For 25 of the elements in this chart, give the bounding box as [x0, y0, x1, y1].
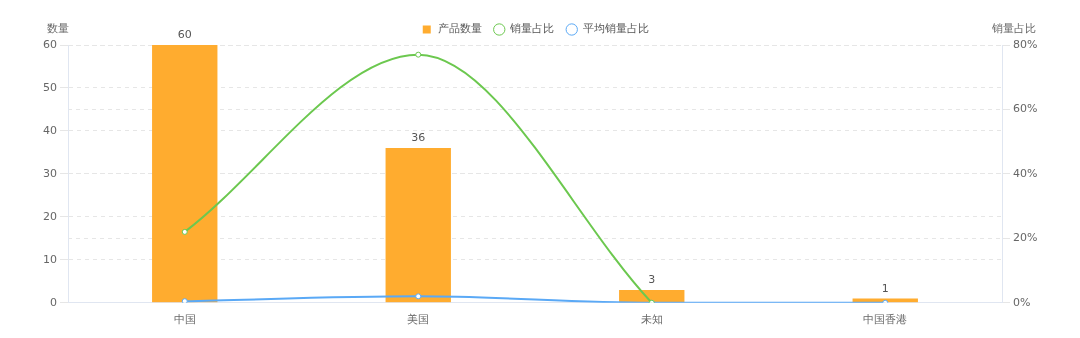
x-tick-label: 中国香港 [863, 313, 908, 327]
y-tick-label: 60 [43, 37, 57, 51]
x-tick-label: 美国 [407, 313, 430, 327]
y-tick-label: 50 [43, 80, 57, 94]
x-tick-label: 中国 [173, 313, 196, 327]
y-tick-label: 30 [43, 166, 57, 180]
y2-tick-label: 80% [1013, 37, 1038, 51]
data-label: 1 [881, 281, 889, 295]
legend-label: 平均销量占比 [582, 22, 649, 36]
y2-tick-label: 20% [1013, 231, 1038, 245]
y-tick-label: 40 [43, 123, 57, 137]
y-tick-label: 20 [43, 209, 57, 223]
y-axis-title: 数量 [47, 22, 69, 36]
y2-axis-title: 销量占比 [991, 22, 1036, 36]
y-tick-label: 10 [43, 252, 57, 266]
data-label: 60 [177, 28, 192, 42]
legend-label: 销量占比 [509, 22, 555, 36]
data-label: 36 [411, 131, 426, 145]
data-label: 3 [648, 273, 656, 287]
y2-tick-label: 0% [1013, 295, 1031, 309]
y2-tick-label: 60% [1013, 102, 1038, 116]
x-tick-label: 未知 [640, 313, 663, 327]
legend-label: 产品数量 [437, 22, 482, 36]
y2-tick-label: 40% [1013, 166, 1038, 180]
y-tick-label: 0 [50, 295, 57, 309]
